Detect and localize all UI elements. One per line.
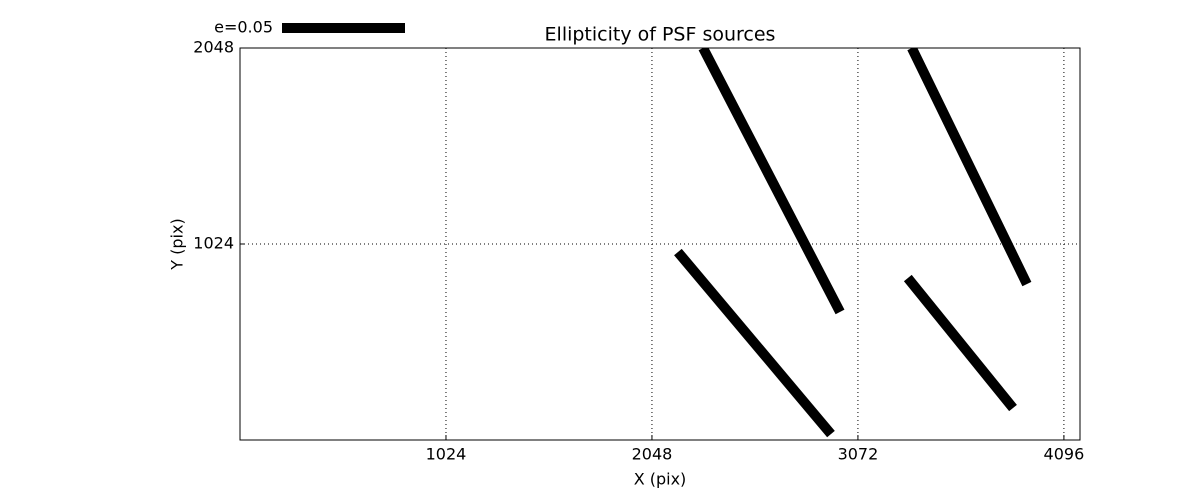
y-tick-label: 1024: [193, 234, 234, 253]
y-tick-label: 2048: [193, 38, 234, 57]
x-tick-label: 3072: [838, 445, 879, 464]
whisker: [674, 248, 835, 438]
x-tick-label: 4096: [1044, 445, 1085, 464]
whisker: [903, 274, 1017, 412]
key-label: e=0.05: [214, 18, 273, 37]
whisker: [907, 48, 1032, 287]
x-axis-label: X (pix): [634, 470, 687, 489]
x-tick-label: 1024: [426, 445, 467, 464]
y-axis-label: Y (pix): [168, 218, 187, 270]
x-tick-label: 2048: [632, 445, 673, 464]
whisker: [698, 48, 845, 315]
plot-frame: [239, 47, 1081, 441]
chart-title: Ellipticity of PSF sources: [545, 24, 776, 46]
